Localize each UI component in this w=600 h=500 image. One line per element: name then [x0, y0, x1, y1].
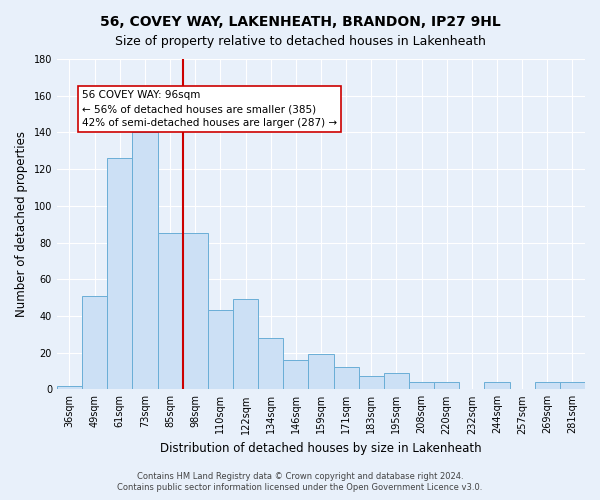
- Y-axis label: Number of detached properties: Number of detached properties: [15, 131, 28, 317]
- Text: 56 COVEY WAY: 96sqm
← 56% of detached houses are smaller (385)
42% of semi-detac: 56 COVEY WAY: 96sqm ← 56% of detached ho…: [82, 90, 337, 128]
- Bar: [560, 382, 585, 390]
- Bar: [409, 382, 434, 390]
- Bar: [82, 296, 107, 390]
- Bar: [535, 382, 560, 390]
- Bar: [308, 354, 334, 390]
- Bar: [484, 382, 509, 390]
- Bar: [208, 310, 233, 390]
- Bar: [107, 158, 133, 390]
- Text: 56, COVEY WAY, LAKENHEATH, BRANDON, IP27 9HL: 56, COVEY WAY, LAKENHEATH, BRANDON, IP27…: [100, 15, 500, 29]
- Bar: [359, 376, 384, 390]
- Bar: [57, 386, 82, 390]
- Bar: [334, 368, 359, 390]
- Bar: [233, 300, 258, 390]
- Text: Contains HM Land Registry data © Crown copyright and database right 2024.
Contai: Contains HM Land Registry data © Crown c…: [118, 472, 482, 492]
- Bar: [158, 234, 182, 390]
- Bar: [182, 234, 208, 390]
- X-axis label: Distribution of detached houses by size in Lakenheath: Distribution of detached houses by size …: [160, 442, 482, 455]
- Bar: [283, 360, 308, 390]
- Text: Size of property relative to detached houses in Lakenheath: Size of property relative to detached ho…: [115, 35, 485, 48]
- Bar: [258, 338, 283, 390]
- Bar: [434, 382, 459, 390]
- Bar: [133, 132, 158, 390]
- Bar: [384, 373, 409, 390]
